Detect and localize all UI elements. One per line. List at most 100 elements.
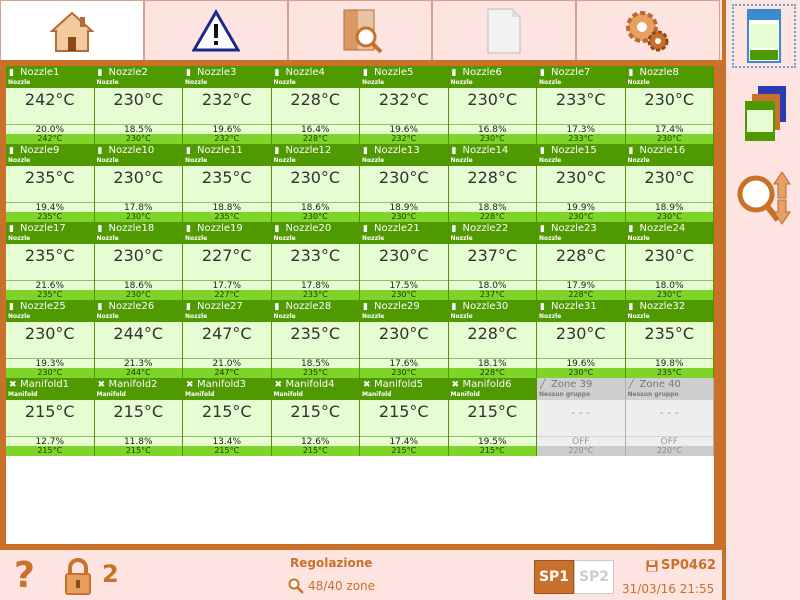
zone-count[interactable]: 48/40 zone xyxy=(288,578,375,594)
zone-header: ✖ Manifold3 Manifold xyxy=(183,378,271,400)
zone-cell[interactable]: ▮ Nozzle14 Nozzle 228°C 18.8% 228°C xyxy=(448,144,537,222)
zone-group: Nozzle xyxy=(185,235,208,242)
zone-temperature: 230°C xyxy=(113,246,164,265)
zone-cell[interactable]: ▮ Nozzle30 Nozzle 228°C 18.1% 228°C xyxy=(448,300,537,378)
zone-cell[interactable]: ▮ Nozzle1 Nozzle 242°C 20.0% 242°C xyxy=(6,66,95,144)
list-view-button[interactable] xyxy=(732,82,796,146)
zone-header: ▮ Nozzle6 Nozzle xyxy=(448,66,536,88)
thermometer-icon: ▮ xyxy=(274,302,280,312)
zone-cell[interactable]: ▮ Nozzle23 Nozzle 228°C 17.9% 228°C xyxy=(537,222,626,300)
zone-power-percent: 18.0% xyxy=(448,280,536,291)
zone-cell[interactable]: ▮ Nozzle7 Nozzle 233°C 17.3% 233°C xyxy=(537,66,626,144)
zone-temperature: 215°C xyxy=(290,402,341,421)
zone-temperature: 230°C xyxy=(644,246,695,265)
zone-temperature: - - - xyxy=(571,406,591,419)
zone-name: Nozzle29 xyxy=(374,301,420,312)
zone-group: Manifold xyxy=(185,391,215,398)
zone-cell[interactable]: ✖ Manifold4 Manifold 215°C 12.6% 215°C xyxy=(271,378,360,456)
zone-temperature: 235°C xyxy=(201,168,252,187)
access-level: 2 xyxy=(102,560,119,588)
zone-cell[interactable]: ▮ Nozzle16 Nozzle 230°C 18.9% 230°C xyxy=(625,144,714,222)
zone-header: ✖ Manifold4 Manifold xyxy=(271,378,359,400)
zone-setpoint: 230°C xyxy=(271,212,359,222)
zone-name: Nozzle18 xyxy=(108,223,155,234)
zone-cell[interactable]: ▮ Nozzle10 Nozzle 230°C 17.8% 230°C xyxy=(94,144,183,222)
zone-power-percent: 17.4% xyxy=(625,124,713,135)
zone-cell[interactable]: ▮ Nozzle2 Nozzle 230°C 18.5% 230°C xyxy=(94,66,183,144)
zone-cell[interactable]: ▮ Nozzle17 Nozzle 235°C 21.6% 235°C xyxy=(6,222,95,300)
zone-cell[interactable]: ▮ Nozzle18 Nozzle 230°C 18.6% 230°C xyxy=(94,222,183,300)
zone-temperature: 230°C xyxy=(644,168,695,187)
zone-name: Manifold1 xyxy=(20,379,69,390)
zone-cell[interactable]: ▮ Nozzle6 Nozzle 230°C 16.8% 230°C xyxy=(448,66,537,144)
help-button[interactable]: ? xyxy=(14,555,35,596)
zone-cell[interactable]: ▮ Nozzle27 Nozzle 247°C 21.0% 247°C xyxy=(183,300,272,378)
zone-cell[interactable]: ╱ Zone 39 Nessun gruppo - - - OFF 220°C xyxy=(537,378,626,456)
floppy-disk-icon xyxy=(646,560,658,571)
zone-cell[interactable]: ▮ Nozzle24 Nozzle 230°C 18.0% 230°C xyxy=(625,222,714,300)
zoom-sort-button[interactable] xyxy=(732,166,796,230)
zone-cell[interactable]: ▮ Nozzle8 Nozzle 230°C 17.4% 230°C xyxy=(625,66,714,144)
zone-cell[interactable]: ▮ Nozzle13 Nozzle 230°C 18.9% 230°C xyxy=(360,144,449,222)
zone-cell[interactable]: ▮ Nozzle25 Nozzle 230°C 19.3% 230°C xyxy=(6,300,95,378)
zone-cell[interactable]: ✖ Manifold5 Manifold 215°C 17.4% 215°C xyxy=(360,378,449,456)
zone-group: Nozzle xyxy=(627,313,650,320)
zone-temperature: 230°C xyxy=(644,90,695,109)
mode-label: Regolazione xyxy=(290,556,373,570)
main-frame: ▮ Nozzle1 Nozzle 242°C 20.0% 242°C ▮ Nozzle2 Noz… xyxy=(0,60,722,548)
zone-cell[interactable]: ✖ Manifold6 Manifold 215°C 19.5% 215°C xyxy=(448,378,537,456)
zone-power-percent: 18.1% xyxy=(448,358,536,369)
zone-temperature: 233°C xyxy=(290,246,341,265)
zone-group: Nozzle xyxy=(185,313,208,320)
zone-header: ▮ Nozzle26 Nozzle xyxy=(94,300,182,322)
zone-header: ▮ Nozzle9 Nozzle xyxy=(6,144,94,166)
zone-cell[interactable]: ▮ Nozzle31 Nozzle 230°C 19.6% 230°C xyxy=(537,300,626,378)
home-tab[interactable] xyxy=(0,0,144,60)
zone-cell[interactable]: ▮ Nozzle12 Nozzle 230°C 18.6% 230°C xyxy=(271,144,360,222)
thermometer-icon: ▮ xyxy=(97,302,103,312)
zone-cell[interactable]: ▮ Nozzle22 Nozzle 237°C 18.0% 237°C xyxy=(448,222,537,300)
thermometer-icon: ▮ xyxy=(97,146,103,156)
alarms-tab[interactable] xyxy=(144,0,288,60)
zone-cell[interactable]: ▮ Nozzle20 Nozzle 233°C 17.8% 233°C xyxy=(271,222,360,300)
zone-cell[interactable]: ╱ Zone 40 Nessun gruppo - - - OFF 220°C xyxy=(625,378,714,456)
zone-cell[interactable]: ▮ Nozzle32 Nozzle 235°C 19.8% 235°C xyxy=(625,300,714,378)
lock-button[interactable] xyxy=(64,558,92,600)
zone-header: ▮ Nozzle1 Nozzle xyxy=(6,66,94,88)
zone-temperature: 215°C xyxy=(378,402,429,421)
zone-header: ▮ Nozzle12 Nozzle xyxy=(271,144,359,166)
zone-cell[interactable]: ✖ Manifold3 Manifold 215°C 13.4% 215°C xyxy=(183,378,272,456)
fan-icon: ✖ xyxy=(363,380,371,390)
zone-cell[interactable]: ▮ Nozzle11 Nozzle 235°C 18.8% 235°C xyxy=(183,144,272,222)
zone-cell[interactable]: ✖ Manifold1 Manifold 215°C 12.7% 215°C xyxy=(6,378,95,456)
zone-cell[interactable]: ▮ Nozzle5 Nozzle 232°C 19.6% 232°C xyxy=(360,66,449,144)
zone-cell[interactable]: ▮ Nozzle21 Nozzle 230°C 17.5% 230°C xyxy=(360,222,449,300)
sp1-button[interactable]: SP1 xyxy=(534,560,574,594)
zone-cell[interactable]: ▮ Nozzle19 Nozzle 227°C 17.7% 227°C xyxy=(183,222,272,300)
zone-name: Manifold4 xyxy=(285,379,335,390)
zone-group: Nozzle xyxy=(450,235,473,242)
zone-cell[interactable]: ▮ Nozzle9 Nozzle 235°C 19.4% 235°C xyxy=(6,144,95,222)
zone-cell[interactable]: ▮ Nozzle15 Nozzle 230°C 19.9% 230°C xyxy=(537,144,626,222)
zone-cell[interactable]: ▮ Nozzle29 Nozzle 230°C 17.6% 230°C xyxy=(360,300,449,378)
zone-power-percent: 12.6% xyxy=(271,436,359,447)
zone-temperature: 235°C xyxy=(290,324,341,343)
zone-temperature: 215°C xyxy=(467,402,518,421)
right-sidebar xyxy=(722,0,800,600)
grid-view-button[interactable] xyxy=(732,4,796,68)
zone-setpoint: 230°C xyxy=(94,212,182,222)
zone-power-percent: 19.6% xyxy=(360,124,448,135)
zone-cell[interactable]: ▮ Nozzle4 Nozzle 228°C 16.4% 228°C xyxy=(271,66,360,144)
zone-cell[interactable]: ▮ Nozzle28 Nozzle 235°C 18.5% 235°C xyxy=(271,300,360,378)
sp2-button[interactable]: SP2 xyxy=(574,560,614,594)
zone-cell[interactable]: ✖ Manifold2 Manifold 215°C 11.8% 215°C xyxy=(94,378,183,456)
zone-setpoint: 233°C xyxy=(271,290,359,300)
zone-cell[interactable]: ▮ Nozzle3 Nozzle 232°C 19.6% 232°C xyxy=(183,66,272,144)
settings-tab[interactable] xyxy=(576,0,720,60)
zone-cell[interactable]: ▮ Nozzle26 Nozzle 244°C 21.3% 244°C xyxy=(94,300,183,378)
home-icon xyxy=(49,11,95,52)
zone-group: Nozzle xyxy=(627,79,650,86)
zone-name: Nozzle26 xyxy=(108,301,155,312)
search-tab[interactable] xyxy=(288,0,432,60)
document-tab[interactable] xyxy=(432,0,576,60)
